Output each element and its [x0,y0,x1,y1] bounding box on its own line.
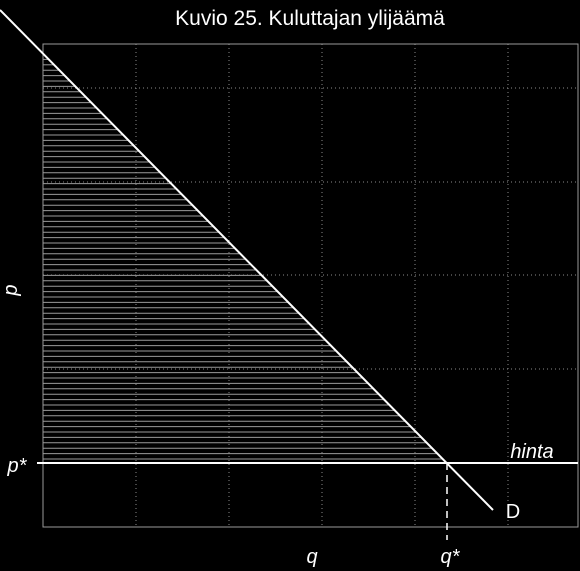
y-axis-label: p [0,284,22,296]
quantity-tick-label: q* [441,546,461,568]
price-line-label: hinta [510,441,553,463]
figure-title: Kuvio 25. Kuluttajan ylijäämä [175,7,445,30]
x-axis-label: q [306,546,317,568]
demand-curve [0,9,494,511]
price-tick-label: p* [7,455,28,477]
demand-curve-label: D [506,501,520,523]
plot-grid [43,44,578,527]
consumer-surplus-hatch [43,53,443,460]
plot-frame [42,43,579,528]
